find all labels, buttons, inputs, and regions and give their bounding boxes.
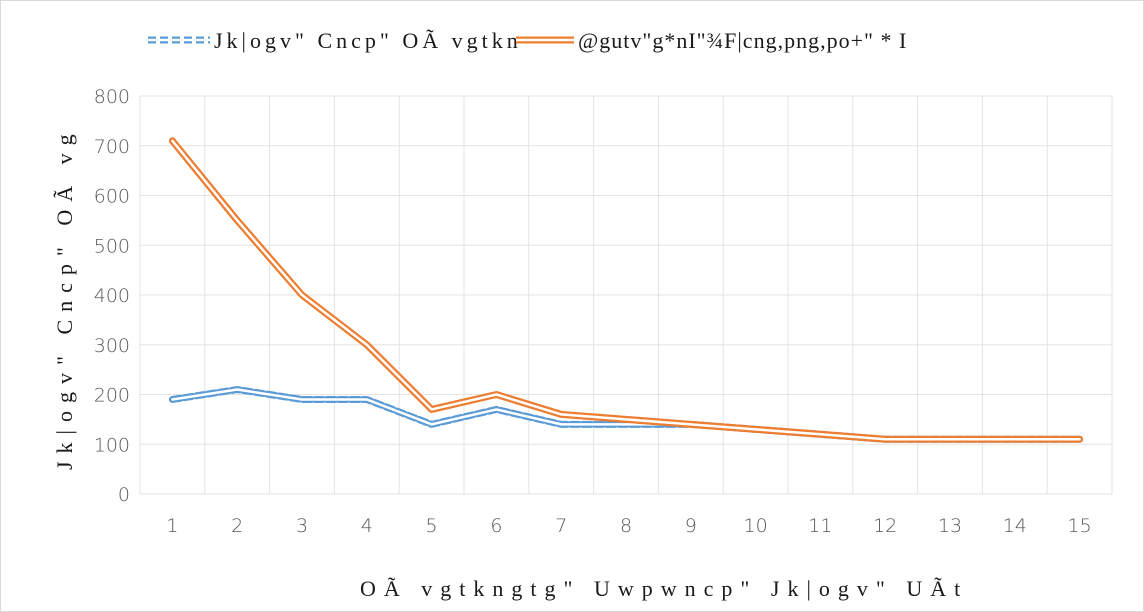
- x-tick-label: 9: [685, 515, 697, 537]
- x-tick-label: 10: [744, 515, 768, 537]
- y-tick-label: 300: [94, 335, 130, 357]
- x-tick-label: 1: [166, 515, 178, 537]
- y-tick-label: 400: [94, 285, 130, 307]
- y-tick-label: 500: [94, 235, 130, 257]
- x-tick-label: 7: [555, 515, 567, 537]
- x-tick-label: 11: [808, 515, 832, 537]
- x-tick-label: 3: [296, 515, 308, 537]
- series-line-1: [168, 386, 1084, 443]
- y-axis-title: Jk|ogv" Cncp" OÃ vg: [52, 126, 77, 470]
- x-tick-label: 4: [361, 515, 373, 537]
- x-tick-label: 13: [938, 515, 962, 537]
- y-tick-label: 200: [94, 385, 130, 407]
- series-lines: [168, 137, 1084, 443]
- legend-label-series-1: Jk|ogv" Cncp" OÃ vgtkn: [214, 28, 522, 53]
- y-tick-label: 700: [94, 136, 130, 158]
- y-tick-label: 100: [94, 434, 130, 456]
- x-tick-label: 12: [873, 515, 897, 537]
- legend-item-series-1[interactable]: Jk|ogv" Cncp" OÃ vgtkn: [148, 28, 522, 53]
- legend: Jk|ogv" Cncp" OÃ vgtkn @gutv"g*nI"¾F|cng…: [148, 28, 907, 53]
- x-tick-label: 14: [1003, 515, 1027, 537]
- x-tick-label: 15: [1068, 515, 1092, 537]
- y-tick-label: 0: [118, 484, 130, 506]
- series-line-2-inner: [171, 139, 1081, 441]
- x-tick-label: 8: [620, 515, 632, 537]
- legend-item-series-2[interactable]: @gutv"g*nI"¾F|cng,png,po+" * I: [516, 28, 907, 53]
- x-tick-label: 6: [490, 515, 502, 537]
- x-axis-title: OÃ vgtkngtg" Uwpwncp" Jk|ogv" UÃt: [360, 576, 968, 601]
- grid: [139, 95, 1113, 495]
- x-tick-label: 2: [231, 515, 243, 537]
- x-tick-label: 5: [426, 515, 438, 537]
- y-tick-label: 800: [94, 86, 130, 108]
- legend-label-series-2: @gutv"g*nI"¾F|cng,png,po+" * I: [578, 28, 907, 53]
- y-tick-label: 600: [94, 186, 130, 208]
